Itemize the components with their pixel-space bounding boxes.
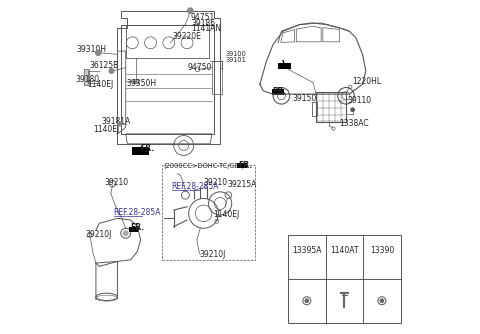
Text: 39210J: 39210J xyxy=(85,230,111,239)
Text: 39210: 39210 xyxy=(204,178,228,187)
Text: (2000CC>DOHC-TC/GDI): (2000CC>DOHC-TC/GDI) xyxy=(164,162,245,169)
Circle shape xyxy=(351,108,354,111)
Circle shape xyxy=(118,122,122,126)
Circle shape xyxy=(123,231,128,235)
Text: 1338AC: 1338AC xyxy=(339,120,369,129)
Bar xyxy=(132,147,149,155)
Bar xyxy=(129,227,139,231)
Text: 39350H: 39350H xyxy=(127,79,157,88)
Text: 13395A: 13395A xyxy=(292,246,322,255)
Text: 39110: 39110 xyxy=(348,96,372,105)
Bar xyxy=(133,79,138,83)
Bar xyxy=(126,25,208,58)
Text: FR.: FR. xyxy=(130,223,144,232)
Text: 94751: 94751 xyxy=(191,13,215,22)
Circle shape xyxy=(96,50,101,55)
Text: 39150: 39150 xyxy=(292,94,317,103)
Text: FR.: FR. xyxy=(239,161,252,170)
Text: 39210J: 39210J xyxy=(200,249,226,259)
Text: FR.: FR. xyxy=(140,144,154,153)
Bar xyxy=(272,89,284,95)
Bar xyxy=(162,165,255,260)
Text: 1141AN: 1141AN xyxy=(191,24,221,33)
Circle shape xyxy=(109,68,114,73)
Text: 36125B: 36125B xyxy=(89,61,119,70)
Text: 13390: 13390 xyxy=(370,246,394,255)
Text: 39310H: 39310H xyxy=(76,45,106,54)
Text: 39220E: 39220E xyxy=(172,32,201,41)
Bar xyxy=(312,103,317,116)
Text: 39180: 39180 xyxy=(75,75,99,84)
Circle shape xyxy=(305,299,309,302)
Text: 39100: 39100 xyxy=(225,51,246,57)
Text: 1140EJ: 1140EJ xyxy=(88,80,114,90)
Text: 1220HL: 1220HL xyxy=(353,77,382,87)
Bar xyxy=(278,63,291,69)
Text: 1140EJ: 1140EJ xyxy=(94,125,120,134)
Bar xyxy=(288,235,401,323)
Text: REF.28-285A: REF.28-285A xyxy=(113,208,161,217)
Text: 39101: 39101 xyxy=(225,57,246,63)
Text: 39181A: 39181A xyxy=(102,117,131,126)
Text: 39186: 39186 xyxy=(191,19,215,28)
Text: 39215A: 39215A xyxy=(228,180,257,189)
Bar xyxy=(316,93,346,122)
Text: 1140AT: 1140AT xyxy=(330,246,359,255)
Text: FR.: FR. xyxy=(273,87,287,96)
Text: REF.28-285A: REF.28-285A xyxy=(171,182,218,191)
Bar xyxy=(84,69,89,85)
Text: 1140EJ: 1140EJ xyxy=(213,209,239,218)
Text: 94750: 94750 xyxy=(187,63,211,72)
Bar xyxy=(121,25,214,134)
Bar xyxy=(237,163,247,168)
Bar xyxy=(212,61,222,94)
Text: 39210: 39210 xyxy=(105,178,129,187)
Circle shape xyxy=(188,8,193,13)
Circle shape xyxy=(380,299,384,302)
